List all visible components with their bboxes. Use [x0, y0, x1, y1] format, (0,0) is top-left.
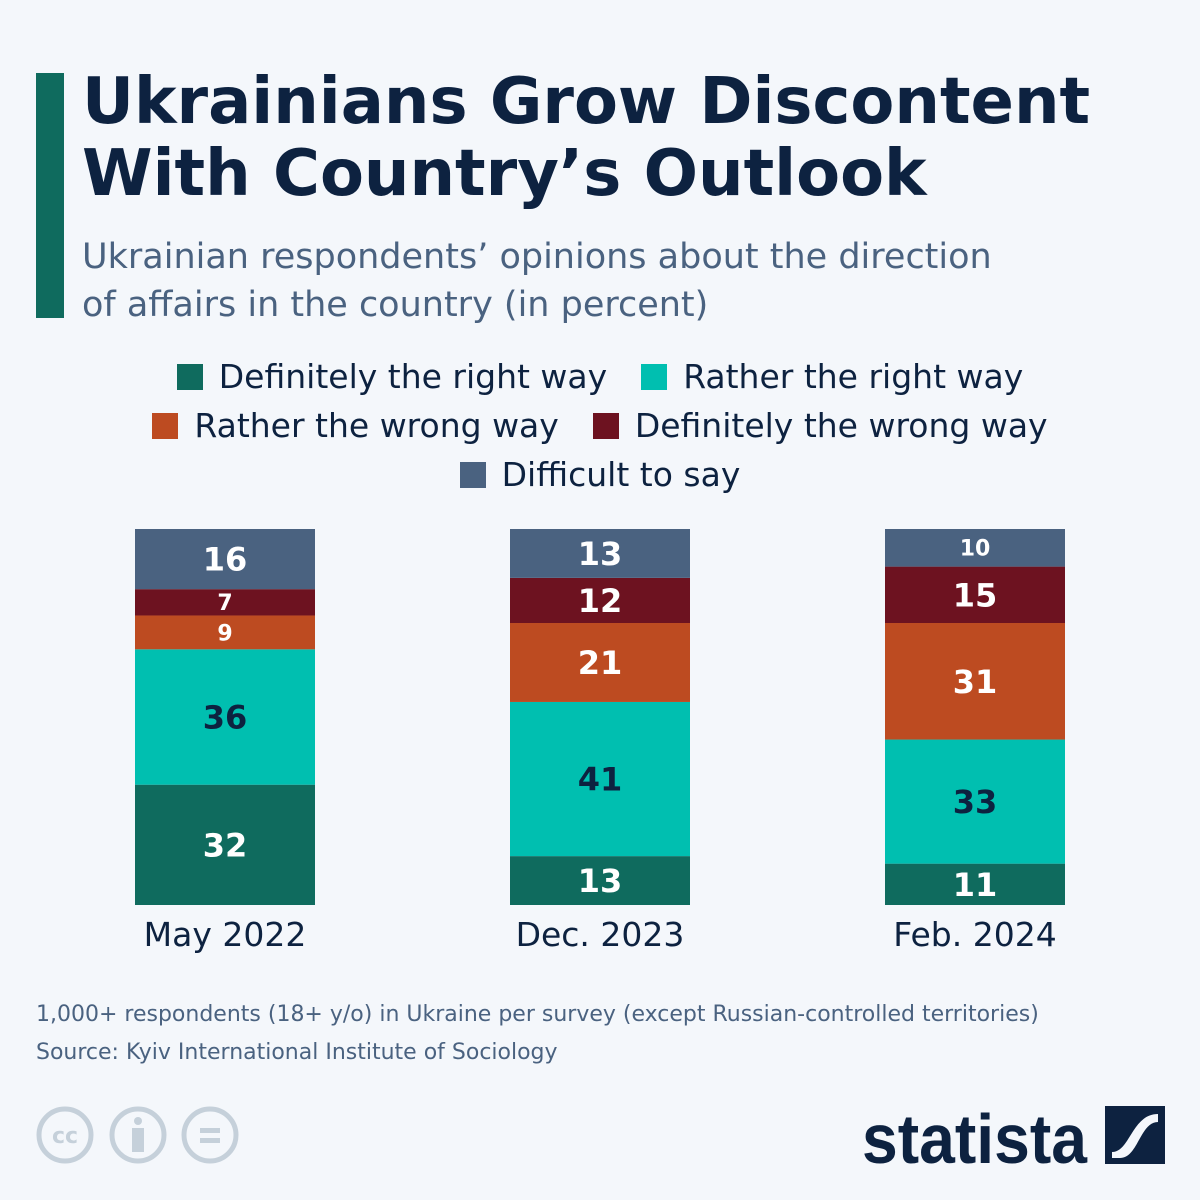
bar-segment	[135, 589, 315, 616]
data-label: 31	[953, 663, 998, 701]
svg-text:statista: statista	[862, 1100, 1088, 1170]
bar-segment	[510, 577, 690, 623]
legend-row: Rather the wrong way Definitely the wron…	[0, 401, 1200, 450]
legend: Definitely the right way Rather the righ…	[0, 352, 1200, 499]
bar-segment	[885, 739, 1065, 864]
legend-swatch	[592, 412, 619, 439]
bar-segment	[510, 623, 690, 702]
title-line-1: Ukrainians Grow Discontent	[82, 65, 1091, 139]
bar-segment	[135, 615, 315, 650]
data-label: 33	[953, 783, 998, 821]
data-label: 15	[953, 576, 998, 614]
legend-item: Definitely the right way	[176, 352, 608, 401]
x-tick-label: Feb. 2024	[893, 915, 1056, 954]
bar-segment	[885, 566, 1065, 623]
bar-segment	[885, 623, 1065, 740]
data-label: 9	[217, 621, 232, 646]
legend-label: Definitely the wrong way	[634, 406, 1048, 445]
bar-segment	[135, 529, 315, 590]
cc-icon	[36, 1106, 94, 1164]
legend-item: Definitely the wrong way	[592, 401, 1048, 450]
source-note: Source: Kyiv International Institute of …	[36, 1040, 558, 1065]
legend-label: Definitely the right way	[218, 357, 608, 396]
data-label: 13	[578, 862, 623, 900]
attribution-icon	[109, 1106, 167, 1164]
data-label: 10	[960, 537, 991, 562]
legend-label: Difficult to say	[501, 455, 741, 494]
legend-label: Rather the wrong way	[194, 406, 559, 445]
bar-segment	[885, 863, 1065, 905]
subtitle-line-1: Ukrainian respondents’ opinions about th…	[82, 237, 992, 277]
bar-segment	[510, 856, 690, 905]
data-label: 12	[578, 582, 623, 620]
bar-segment	[510, 701, 690, 857]
data-label: 36	[203, 699, 248, 737]
chart-title: Ukrainians Grow Discontent With Country’s…	[82, 66, 1182, 210]
cc-license-icons: cc	[36, 1106, 239, 1164]
data-label: 21	[578, 644, 623, 682]
bar-segment	[135, 649, 315, 785]
legend-swatch	[176, 363, 203, 390]
legend-row: Difficult to say	[0, 450, 1200, 499]
bar-segment	[135, 784, 315, 905]
bar-segment	[510, 529, 690, 578]
subtitle-line-2: of affairs in the country (in percent)	[82, 285, 709, 325]
data-label: 16	[203, 541, 248, 579]
legend-row: Definitely the right way Rather the righ…	[0, 352, 1200, 401]
data-label: 32	[203, 826, 248, 864]
stacked-bar-chart: 32 36 9 7 16 May 2022 13 41 21 12 13 Dec. 2023 11 33 3…	[135, 529, 1065, 954]
title-line-2: With Country’s Outlook	[82, 137, 927, 211]
legend-item: Rather the wrong way	[152, 401, 559, 450]
data-label: 11	[953, 866, 998, 904]
legend-swatch	[459, 461, 486, 488]
footnote: 1,000+ respondents (18+ y/o) in Ukraine …	[36, 1002, 1039, 1027]
chart-subtitle: Ukrainian respondents’ opinions about th…	[82, 233, 1082, 329]
legend-item: Difficult to say	[459, 450, 741, 499]
data-label: 7	[217, 591, 232, 616]
legend-swatch	[641, 363, 668, 390]
legend-label: Rather the right way	[683, 357, 1024, 396]
legend-swatch	[152, 412, 179, 439]
statista-logo: statista	[862, 1100, 1165, 1170]
x-tick-label: Dec. 2023	[516, 915, 685, 954]
no-derivatives-icon	[181, 1106, 239, 1164]
x-tick-label: May 2022	[144, 915, 307, 954]
data-label: 41	[578, 761, 623, 799]
data-label: 13	[578, 535, 623, 573]
bar-segment	[885, 529, 1065, 567]
svg-text:cc: cc	[52, 1124, 78, 1149]
title-accent-bar	[36, 73, 64, 318]
legend-item: Rather the right way	[641, 352, 1023, 401]
